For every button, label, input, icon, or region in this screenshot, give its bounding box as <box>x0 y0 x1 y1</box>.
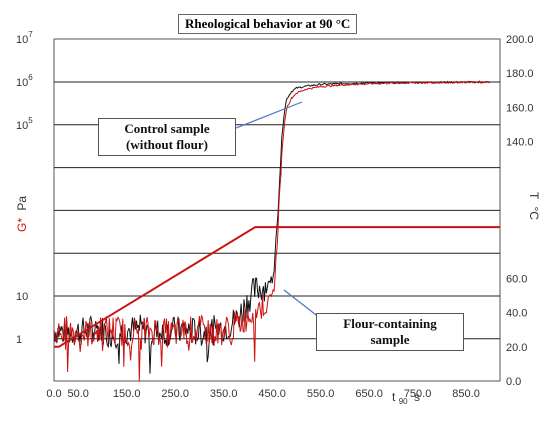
annotation-control-line1: Control sample <box>124 121 210 136</box>
x-axis-label-unit: s <box>414 390 420 404</box>
right-tick-label-7: 0.0 <box>506 376 521 388</box>
x-tick-label-6: 550.0 <box>307 388 335 400</box>
x-tick-label-4: 350.0 <box>210 388 238 400</box>
chart-title: Rheological behavior at 90 °C <box>178 14 358 34</box>
right-tick-label-3: 140.0 <box>506 137 534 149</box>
left-tick-label-3: 10 <box>16 291 28 303</box>
x-axis-label-sub: 90 <box>399 397 408 406</box>
x-tick-label-9: 850.0 <box>452 388 480 400</box>
left-axis-label-main: G* <box>15 218 29 232</box>
series-1 <box>53 80 491 382</box>
right-tick-label-6: 20.0 <box>506 342 527 354</box>
arrow-control <box>225 101 303 133</box>
left-tick-label-0: 107 <box>16 30 33 46</box>
x-axis-label-main: t <box>392 390 396 404</box>
arrow-flour <box>283 289 321 319</box>
x-tick-label-0: 0.0 <box>46 388 61 400</box>
x-tick-label-1: 50.0 <box>68 388 89 400</box>
right-tick-label-4: 60.0 <box>506 273 527 285</box>
left-axis-label: G* Pa <box>15 196 29 232</box>
left-tick-label-2: 105 <box>16 116 33 132</box>
x-axis-ticks: 0.0 50.0 150.0 250.0 350.0 450.0 550.0 650.0 750… <box>46 388 479 400</box>
left-tick-label-1: 106 <box>16 73 33 89</box>
right-axis-ticks: 200.0 180.0 160.0 140.0 60.0 40.0 20.0 0.0 <box>506 34 534 388</box>
annotation-flour-line2: sample <box>370 332 410 347</box>
left-axis-label-unit: Pa <box>15 196 29 211</box>
annotation-control-line2: (without flour) <box>126 137 208 152</box>
series-layer <box>53 80 500 382</box>
left-axis-ticks: 107 106 105 10 1 <box>16 30 33 346</box>
series-2 <box>54 226 500 348</box>
right-tick-label-1: 180.0 <box>506 68 534 80</box>
x-axis-label: t 90 s <box>392 390 420 407</box>
annotation-arrows <box>225 101 321 319</box>
right-tick-label-2: 160.0 <box>506 102 534 114</box>
left-tick-label-4: 1 <box>16 334 22 346</box>
x-tick-label-7: 650.0 <box>355 388 383 400</box>
right-tick-label-0: 200.0 <box>506 34 534 46</box>
right-tick-label-5: 40.0 <box>506 308 527 320</box>
x-tick-label-2: 150.0 <box>113 388 141 400</box>
x-tick-label-3: 250.0 <box>161 388 189 400</box>
annotation-flour-sample: Flour-containing sample <box>316 313 464 351</box>
right-axis-label-main: T <box>527 192 541 200</box>
right-axis-label: T °C <box>527 192 541 220</box>
right-axis-label-unit: °C <box>527 206 541 220</box>
annotation-control-sample: Control sample (without flour) <box>98 118 236 156</box>
x-tick-label-5: 450.0 <box>258 388 286 400</box>
annotation-flour-line1: Flour-containing <box>343 316 437 331</box>
x-tick-label-8: 750.0 <box>404 388 432 400</box>
